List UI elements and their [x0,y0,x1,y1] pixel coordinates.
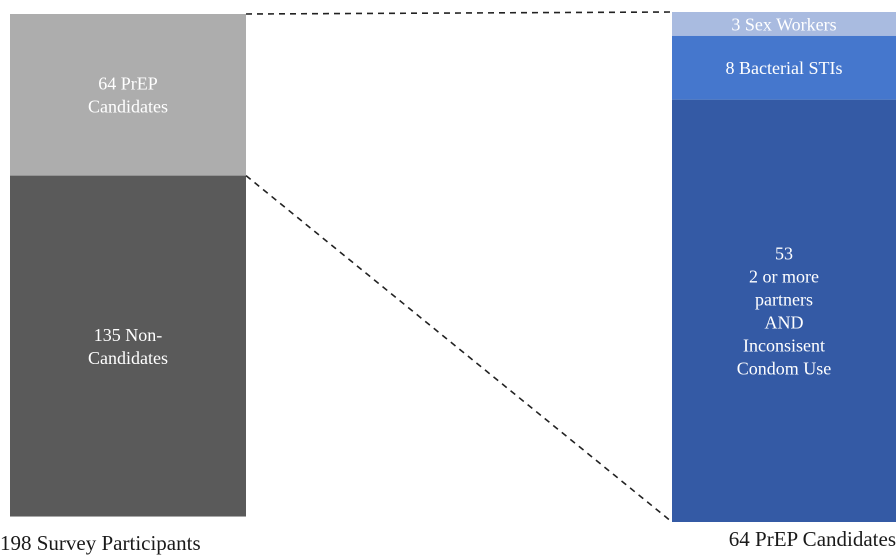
segment-label-sex-workers: 3 Sex Workers [731,14,836,34]
right-bar-caption: 64 PrEP Candidates [728,527,896,551]
dashed-connectors [245,11,673,523]
segment-label-prep-candidates: 64 PrEP Candidates [88,74,168,117]
left-stacked-bar: 64 PrEP Candidates 135 Non-Candidates [10,14,246,517]
segment-label-bacterial-stis: 8 Bacterial STIs [726,58,843,78]
connector-top [245,11,673,15]
left-bar-caption: 198 Survey Participants [0,531,201,555]
segment-bacterial-stis [672,35,896,100]
connector-bottom [245,174,673,523]
segment-prep-candidates [10,14,246,176]
segment-label-partners-condom: 53 2 or more partners AND Inconsisent Condom … [737,244,832,379]
segment-label-non-candidates: 135 Non-Candidates [88,325,168,368]
right-stacked-bar: 3 Sex Workers 8 Bacterial STIs 53 2 or more… [672,12,896,522]
segment-sex-workers [672,12,896,36]
segment-partners-condom [672,99,896,522]
segment-non-candidates [10,175,246,517]
